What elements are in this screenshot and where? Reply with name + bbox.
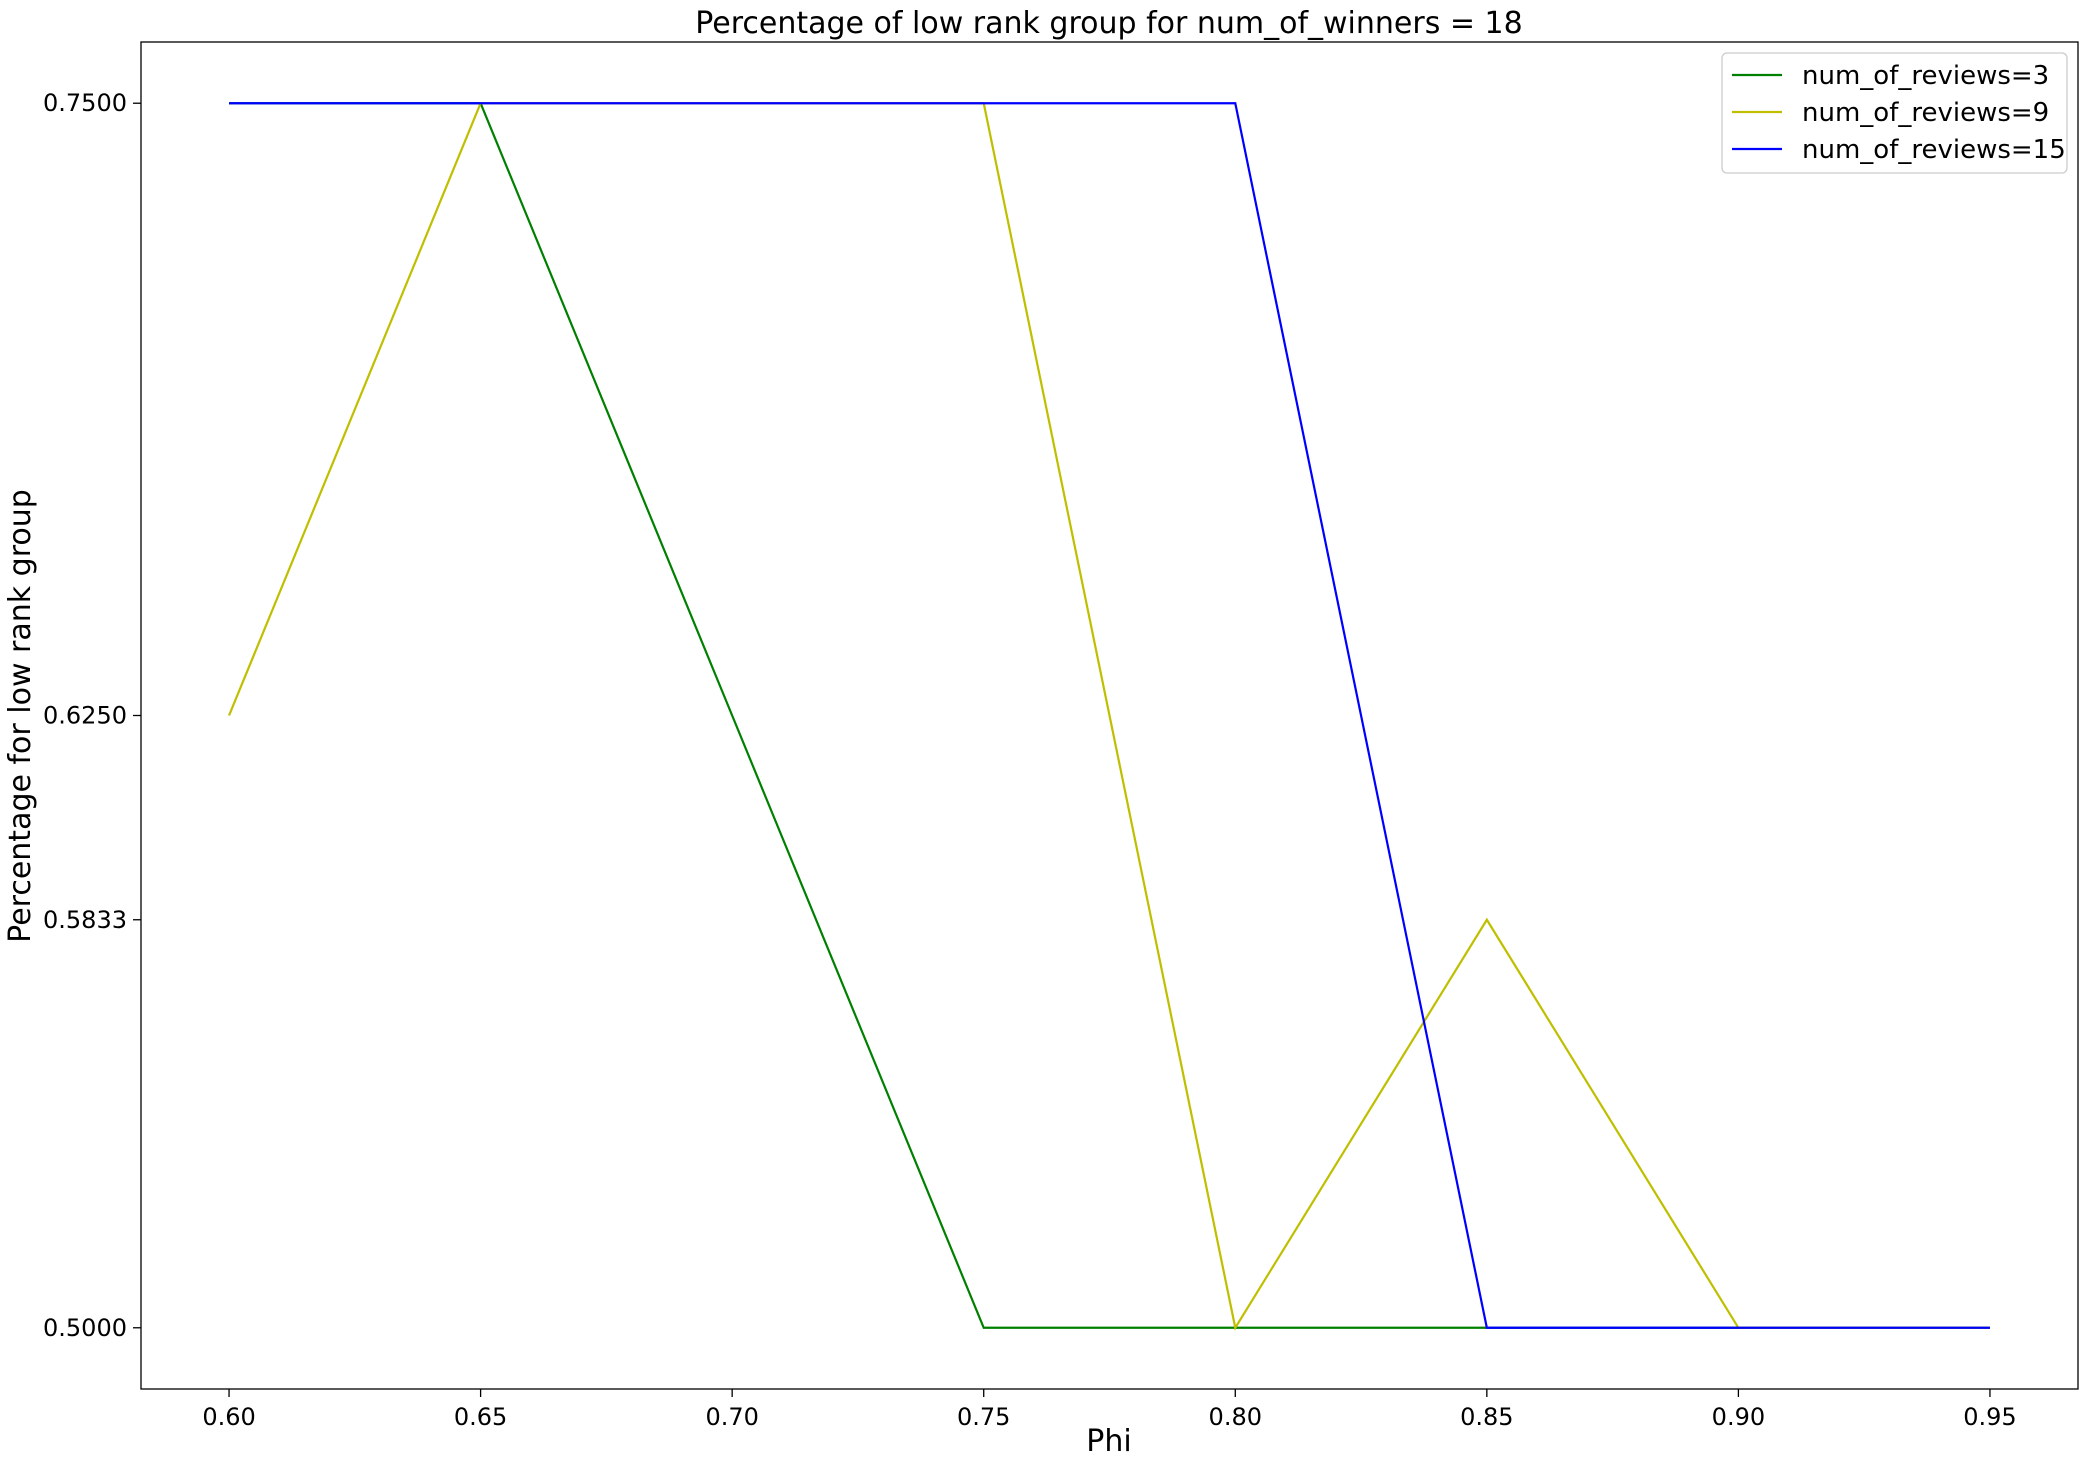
x-axis-label: Phi <box>1086 1424 1131 1459</box>
x-tick-label: 0.95 <box>1963 1403 2016 1431</box>
legend-label-0: num_of_reviews=3 <box>1802 61 2049 91</box>
series-line-1 <box>228 102 1990 1331</box>
x-tick-label: 0.70 <box>705 1403 758 1431</box>
y-tick-label: 0.5833 <box>43 906 127 934</box>
y-tick-label: 0.7500 <box>43 89 127 117</box>
legend-label-2: num_of_reviews=15 <box>1802 135 2066 165</box>
chart-title: Percentage of low rank group for num_of_… <box>695 6 1522 41</box>
plot-area: 0.60 0.65 0.70 0.75 0.80 0.85 0.90 0.95 0.7500 0.… <box>43 41 2079 1431</box>
x-tick-label: 0.60 <box>202 1403 255 1431</box>
y-tick-label: 0.6250 <box>43 702 127 730</box>
legend: num_of_reviews=3 num_of_reviews=9 num_of_r… <box>1721 52 2068 174</box>
series-line-2 <box>229 102 1990 1329</box>
legend-box <box>1721 52 2068 174</box>
x-tick-label: 0.80 <box>1209 1403 1262 1431</box>
x-tick-label: 0.65 <box>454 1403 507 1431</box>
legend-label-1: num_of_reviews=9 <box>1802 98 2049 128</box>
x-tick-label: 0.75 <box>957 1403 1010 1431</box>
x-tick-label: 0.90 <box>1712 1403 1765 1431</box>
y-tick-label: 0.5000 <box>43 1314 127 1342</box>
x-tick-label: 0.85 <box>1460 1403 1513 1431</box>
y-axis-label: Percentage for low rank group <box>3 489 38 943</box>
